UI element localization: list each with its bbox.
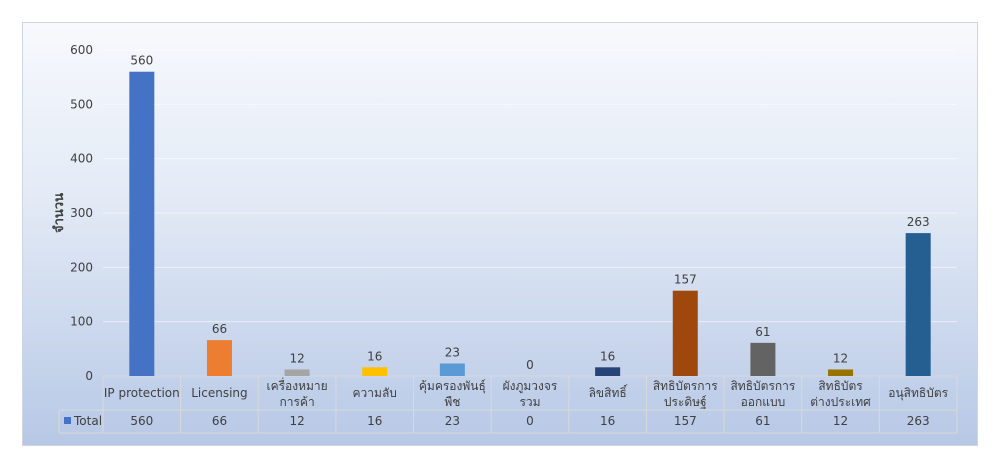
x-tick-label: รวม	[519, 395, 540, 409]
bar	[362, 367, 388, 376]
y-tick-label: 100	[70, 315, 93, 329]
table-value: 61	[755, 414, 770, 428]
table-value: 66	[212, 414, 227, 428]
table-value: 0	[526, 414, 534, 428]
x-tick-label: ความลับ	[353, 386, 397, 400]
data-label: 66	[212, 322, 227, 336]
x-tick-label: การค้า	[279, 395, 314, 409]
x-tick-label: สิทธิบัตรการ	[730, 379, 795, 393]
y-tick-label: 400	[70, 152, 93, 166]
table-value: 157	[674, 414, 697, 428]
legend-swatch	[64, 417, 71, 424]
x-tick-label: เครื่องหมาย	[266, 377, 327, 393]
data-label: 61	[755, 325, 770, 339]
y-axis-label: จำนวน	[51, 193, 67, 233]
x-tick-label: คุ้มครองพันธุ์	[419, 379, 486, 394]
y-tick-label: 600	[70, 43, 93, 57]
table-value: 12	[833, 414, 848, 428]
bar	[750, 342, 776, 376]
x-tick-label: Licensing	[191, 386, 247, 400]
data-label: 157	[674, 273, 697, 287]
y-tick-label: 500	[70, 97, 93, 111]
table-value: 560	[130, 414, 153, 428]
data-label: 0	[526, 358, 534, 372]
data-label: 263	[907, 215, 930, 229]
x-tick-label: ลิขสิทธิ์	[589, 384, 629, 400]
table-value: 16	[367, 414, 382, 428]
data-label: 23	[445, 346, 460, 360]
x-tick-label: สิทธิบัตร	[818, 379, 863, 393]
data-label: 16	[367, 349, 382, 363]
bar-chart: 0 100 200 300 400 500 600 จำนวน Total 560 IP prote…	[51, 43, 958, 434]
x-tick-label: พืช	[444, 395, 460, 409]
x-tick-label: ออกแบบ	[741, 395, 786, 409]
x-tick-label: สิทธิบัตรการ	[653, 379, 718, 393]
x-tick-label: อนุสิทธิบัตร	[888, 386, 948, 401]
y-tick-label: 200	[70, 260, 93, 274]
table-value: 12	[289, 414, 304, 428]
data-label: 16	[600, 349, 615, 363]
bar	[595, 367, 621, 376]
x-tick-label: ประดิษฐ์	[664, 395, 707, 409]
data-label: 560	[130, 54, 153, 68]
table-value: 23	[445, 414, 460, 428]
y-tick-label: 300	[70, 206, 93, 220]
bar	[206, 340, 232, 376]
bar	[129, 71, 155, 376]
data-label: 12	[289, 351, 304, 365]
bar	[905, 233, 931, 376]
y-tick-label: 0	[85, 369, 93, 383]
chart-frame: 0 100 200 300 400 500 600 จำนวน Total 560 IP prote…	[22, 22, 978, 446]
bar	[439, 363, 465, 376]
bar	[828, 369, 854, 376]
x-tick-label: ต่างประเทศ	[810, 395, 871, 409]
table-value: 263	[907, 414, 930, 428]
bar	[672, 290, 698, 376]
bar	[284, 369, 310, 376]
legend-label: Total	[73, 414, 102, 428]
x-tick-label: IP protection	[104, 386, 180, 400]
table-value: 16	[600, 414, 615, 428]
x-tick-label: ผังภูมวงจร	[503, 379, 558, 394]
data-label: 12	[833, 351, 848, 365]
